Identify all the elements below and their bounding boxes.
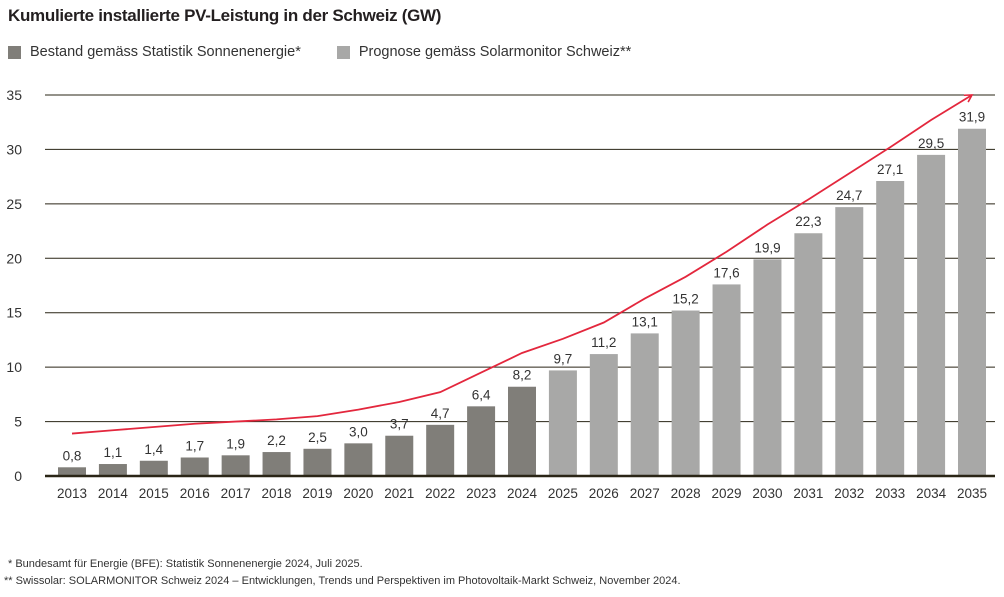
data-label: 13,1 (632, 314, 658, 329)
x-tick-label: 2028 (671, 486, 701, 501)
footnote-1: * Bundesamt für Energie (BFE): Statistik… (8, 558, 363, 570)
data-label: 1,4 (144, 442, 163, 457)
x-tick-label: 2013 (57, 486, 87, 501)
legend-label-bestand: Bestand gemäss Statistik Sonnenenergie* (30, 44, 301, 60)
footnote-2: ** Swissolar: SOLARMONITOR Schweiz 2024 … (4, 575, 681, 587)
legend: Bestand gemäss Statistik Sonnenenergie* … (8, 44, 631, 60)
x-tick-label: 2017 (221, 486, 251, 501)
bar-2019 (303, 448, 332, 476)
bar-2028 (671, 310, 700, 476)
x-tick-label: 2035 (957, 486, 987, 501)
x-tick-label: 2027 (630, 486, 660, 501)
data-label: 11,2 (591, 335, 616, 350)
data-label: 29,5 (918, 136, 944, 151)
x-tick-label: 2026 (589, 486, 619, 501)
legend-label-prognose: Prognose gemäss Solarmonitor Schweiz** (358, 44, 632, 60)
bar-2033 (876, 180, 905, 477)
data-label: 0,8 (63, 448, 82, 463)
bar-2026 (589, 354, 618, 476)
data-label: 8,2 (513, 368, 532, 383)
y-tick-label: 30 (6, 141, 22, 157)
x-tick-label: 2033 (875, 486, 905, 501)
data-label: 6,4 (472, 387, 491, 402)
x-tick-label: 2024 (507, 486, 538, 501)
x-tick-label: 2019 (302, 486, 332, 501)
chart-title: Kumulierte installierte PV-Leistung in d… (8, 6, 442, 25)
bar-2015 (139, 460, 168, 476)
y-tick-label: 25 (6, 196, 22, 212)
bar-2013 (58, 467, 86, 476)
data-label: 1,9 (226, 436, 245, 451)
data-label: 19,9 (754, 240, 780, 255)
y-tick-label: 10 (6, 359, 22, 375)
bar-2014 (98, 464, 127, 476)
trend-line (71, 94, 974, 435)
data-label: 3,0 (349, 424, 368, 439)
x-tick-label: 2022 (425, 486, 455, 501)
bar-2021 (385, 435, 414, 476)
data-label: 2,2 (267, 433, 286, 448)
data-label: 4,7 (431, 406, 450, 421)
bar-2035 (958, 128, 986, 476)
bar-2029 (712, 284, 741, 476)
data-label: 1,7 (185, 438, 204, 453)
x-tick-label: 2015 (139, 486, 169, 501)
legend-swatch-bestand (8, 45, 21, 59)
bar-2032 (835, 207, 864, 476)
x-tick-label: 2020 (343, 486, 373, 501)
data-label: 17,6 (713, 265, 739, 280)
bar-2022 (426, 424, 455, 476)
bar-2023 (467, 406, 496, 476)
legend-item-bestand: Bestand gemäss Statistik Sonnenenergie* (8, 44, 301, 60)
x-tick-label: 2014 (98, 486, 129, 501)
bar-2027 (630, 333, 659, 476)
x-tick-label: 2030 (752, 486, 782, 501)
bar-2024 (508, 386, 536, 476)
y-tick-label: 15 (6, 305, 22, 321)
y-tick-label: 5 (14, 414, 22, 430)
x-tick-label: 2018 (262, 486, 292, 501)
bar-2031 (794, 233, 823, 476)
data-label: 24,7 (836, 188, 862, 203)
data-label: 22,3 (795, 214, 821, 229)
x-tick-label: 2016 (180, 486, 210, 501)
y-tick-label: 35 (6, 87, 22, 103)
data-label: 15,2 (672, 292, 698, 307)
bar-2016 (180, 457, 209, 476)
x-tick-label: 2021 (384, 486, 414, 501)
legend-item-prognose: Prognose gemäss Solarmonitor Schweiz** (336, 44, 632, 60)
x-tick-label: 2023 (466, 486, 496, 501)
data-label: 3,7 (390, 417, 409, 432)
data-label: 9,7 (554, 351, 573, 366)
x-tick-label: 2034 (916, 486, 947, 501)
bar-2034 (917, 154, 946, 476)
data-label: 2,5 (308, 430, 327, 445)
data-label: 1,1 (104, 445, 123, 460)
data-label: 27,1 (877, 162, 903, 177)
x-tick-label: 2025 (548, 486, 578, 501)
legend-swatch-prognose (336, 45, 350, 59)
bar-2030 (753, 259, 782, 476)
bar-2018 (262, 452, 291, 476)
y-tick-label: 0 (14, 468, 22, 484)
x-tick-label: 2031 (793, 486, 823, 501)
x-tick-label: 2032 (834, 486, 864, 501)
y-tick-label: 20 (6, 250, 22, 266)
data-label: 31,9 (959, 110, 985, 125)
bar-2020 (344, 443, 373, 476)
bar-2025 (548, 370, 577, 476)
bar-2017 (221, 455, 250, 476)
x-tick-label: 2029 (712, 486, 742, 501)
